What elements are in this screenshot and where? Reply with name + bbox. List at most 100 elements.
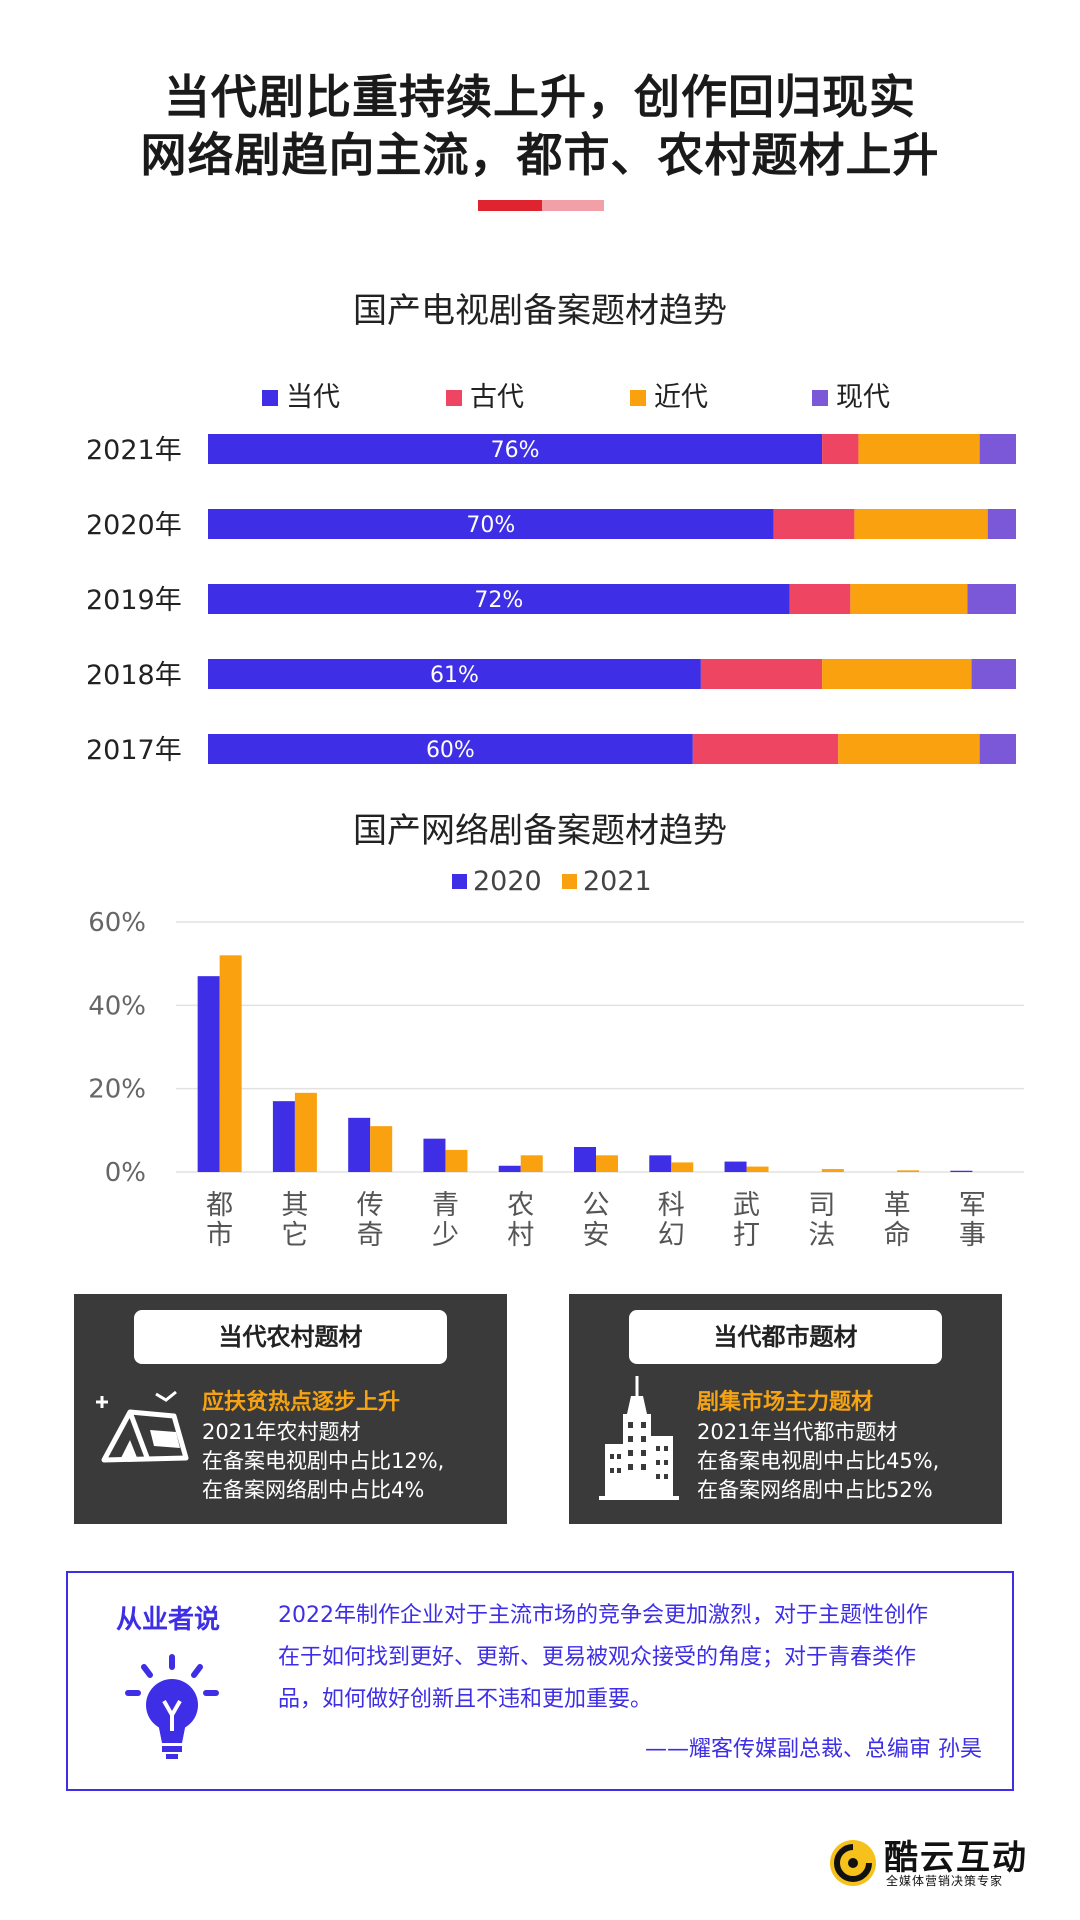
rural-card-line: 2021年农村题材 (202, 1420, 361, 1444)
legend-label: 2020 (473, 866, 542, 897)
legend-swatch (630, 390, 646, 406)
legend-label: 当代 (286, 382, 340, 413)
bar (445, 1149, 468, 1172)
category-label: 2018年 (86, 660, 182, 691)
bar (574, 1147, 596, 1172)
bar-segment (789, 584, 851, 614)
bar-segment (987, 509, 1016, 539)
bar-segment (971, 659, 1016, 689)
x-tick-label: 村 (507, 1220, 534, 1250)
rural-card-line: 在备案网络剧中占比4% (202, 1478, 425, 1502)
data-label: 61% (430, 663, 479, 688)
skyscraper-icon (599, 1376, 679, 1500)
quote-heading: 从业者说 (116, 1605, 221, 1635)
x-tick-label: 市 (206, 1220, 233, 1250)
bar-segment (208, 659, 701, 689)
bar (272, 1101, 295, 1172)
x-tick-label: 青 (432, 1190, 459, 1221)
legend-swatch (562, 874, 577, 889)
rural-card-line: 在备案电视剧中占比12%, (202, 1449, 445, 1473)
legend-label: 2021 (583, 866, 652, 897)
x-tick-label: 都 (206, 1190, 233, 1221)
y-tick-label: 60% (88, 908, 146, 938)
bar-segment (967, 584, 1016, 614)
x-tick-label: 农 (507, 1190, 534, 1221)
web-drama-grouped-bar-chart: 2020 2021 0% 20% 40% 60% 都市 其它 传奇 青少 农村 公安 科幻 武打 司法 革命 军… (88, 866, 1024, 1250)
x-tick-label: 司 (808, 1190, 835, 1221)
bar (596, 1155, 618, 1172)
tv-chart-title: 国产电视剧备案题材趋势 (353, 291, 727, 331)
x-tick-label: 打 (733, 1220, 760, 1250)
legend-label: 现代 (836, 382, 890, 413)
category-label: 2019年 (86, 585, 182, 616)
x-tick-label: 它 (281, 1220, 308, 1250)
bar-segment (208, 584, 790, 614)
bar (197, 976, 220, 1172)
x-tick-label: 军 (959, 1190, 986, 1221)
logo-icon (830, 1840, 876, 1886)
y-tick-label: 20% (88, 1075, 146, 1105)
bar-segment (692, 734, 839, 764)
lightbulb-icon (125, 1654, 219, 1759)
x-tick-label: 幻 (658, 1220, 685, 1250)
x-tick-label: 其 (281, 1190, 308, 1221)
rural-card-heading: 当代农村题材 (134, 1310, 447, 1364)
x-tick-label: 奇 (357, 1220, 384, 1250)
practitioner-quote-box: 从业者说 2022年制作企业对于主流市场的竞争会更加激烈，对于主题性创作 在于如… (66, 1571, 1014, 1791)
x-tick-label: 法 (808, 1220, 835, 1250)
x-tick-label: 革 (884, 1190, 911, 1221)
urban-card-line: 2021年当代都市题材 (697, 1420, 898, 1444)
brand-name: 酷云互动 (884, 1838, 1028, 1878)
bar (897, 1170, 920, 1172)
bar (821, 1169, 844, 1172)
bar (370, 1126, 393, 1172)
x-tick-label: 传 (357, 1190, 384, 1221)
quote-line: 品，如何做好创新且不违和更加重要。 (278, 1687, 653, 1712)
title-divider-red (478, 200, 542, 211)
web-chart-title: 国产网络剧备案题材趋势 (353, 811, 727, 851)
bar (219, 955, 242, 1172)
urban-card-line: 在备案电视剧中占比45%, (697, 1449, 940, 1473)
legend-label: 近代 (654, 382, 708, 413)
x-tick-label: 科 (658, 1190, 685, 1221)
legend-swatch (446, 390, 462, 406)
bar (294, 1092, 317, 1172)
quote-line: 2022年制作企业对于主流市场的竞争会更加激烈，对于主题性创作 (278, 1603, 928, 1628)
bar-segment (822, 434, 859, 464)
bar-segment (850, 584, 968, 614)
data-label: 76% (491, 438, 540, 463)
rural-card-highlight: 应扶贫热点逐步上升 (202, 1390, 401, 1415)
page-title-line1: 当代剧比重持续上升，创作回归现实 (164, 70, 916, 124)
bar (520, 1155, 543, 1172)
bar-segment (700, 659, 823, 689)
page-title-line2: 网络剧趋向主流，都市、农村题材上升 (140, 128, 940, 182)
rural-card-text: 2021年农村题材 在备案电视剧中占比12%, 在备案网络剧中占比4% (202, 1418, 444, 1505)
x-tick-label: 少 (432, 1220, 459, 1250)
bar (671, 1162, 694, 1172)
x-tick-label: 安 (583, 1220, 610, 1250)
urban-theme-card: 当代都市题材 剧集市场主力题材 2021年当代都市题材 在备案电视剧中占比45%… (569, 1294, 1002, 1524)
category-label: 2017年 (86, 735, 182, 766)
data-label: 72% (474, 588, 523, 613)
brand-slogan: 全媒体营销决策专家 (886, 1874, 1004, 1888)
bar (950, 1170, 973, 1172)
quote-line: 在于如何找到更好、更新、更易被观众接受的角度；对于青春类作 (278, 1645, 917, 1670)
bar-segment (858, 434, 980, 464)
bar-segment (838, 734, 980, 764)
bar-segment (773, 509, 855, 539)
bar-segment (208, 734, 693, 764)
urban-card-line: 在备案网络剧中占比52% (697, 1478, 933, 1502)
bar (348, 1117, 371, 1172)
x-tick-label: 事 (959, 1220, 986, 1250)
bar (746, 1166, 769, 1172)
title-divider-pink (542, 200, 604, 211)
category-label: 2020年 (86, 510, 182, 541)
x-tick-label: 公 (583, 1190, 610, 1221)
category-label: 2021年 (86, 435, 182, 466)
urban-card-highlight: 剧集市场主力题材 (697, 1390, 874, 1415)
tv-drama-stacked-bar-chart: 当代 古代 近代 现代 2021年 76% 2020年 70% 2019年 72% 2018年 61%… (86, 382, 1016, 766)
tent-icon (96, 1390, 189, 1463)
bar-segment (979, 734, 1016, 764)
bar-segment (822, 659, 972, 689)
data-label: 70% (466, 513, 515, 538)
